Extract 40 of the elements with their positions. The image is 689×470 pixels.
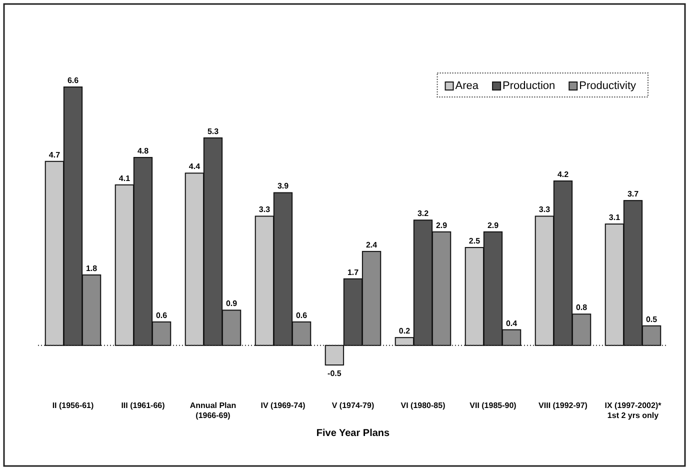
x-tick-label: VI (1980-85) — [400, 401, 446, 410]
data-label: 4.7 — [48, 150, 61, 160]
data-label: 2.5 — [468, 236, 481, 246]
data-label: 4.4 — [188, 162, 201, 172]
data-label: 1.8 — [86, 264, 98, 273]
data-label: 3.1 — [608, 213, 621, 222]
data-label: 0.8 — [576, 303, 588, 312]
x-tick-label: II (1956-61) — [52, 401, 94, 410]
x-tick-label: IX (1997-2002)* 1st 2 yrs only — [604, 401, 662, 420]
data-label: 0.6 — [296, 310, 308, 320]
data-label: 2.4 — [366, 240, 378, 250]
data-label: 2.9 — [436, 220, 448, 230]
data-label: 3.3 — [538, 205, 551, 214]
data-label: 0.9 — [226, 299, 238, 308]
data-label: 0.4 — [506, 318, 518, 328]
data-label: 4.1 — [118, 174, 131, 183]
x-tick-label: III (1961-66) — [121, 401, 166, 410]
legend-label: Production — [502, 80, 556, 92]
data-label: 0.5 — [646, 314, 658, 324]
x-tick-label: IV (1969-74) — [260, 401, 306, 410]
legend-label: Productivity — [579, 80, 636, 92]
data-label: 3.9 — [277, 182, 290, 191]
data-label: 0.6 — [156, 310, 168, 320]
x-axis-title: Five Year Plans — [316, 428, 390, 439]
x-tick-label: VII (1985-90) — [470, 401, 517, 410]
data-label: 6.6 — [67, 76, 80, 85]
data-label: 3.7 — [627, 190, 640, 199]
x-tick-label: V (1974-79) — [332, 401, 374, 410]
x-tick-label: Annual Plan (1966-69) — [190, 401, 236, 420]
legend-label: Area — [455, 80, 480, 92]
data-label: 3.2 — [417, 209, 430, 218]
data-label: 4.8 — [137, 146, 150, 156]
x-tick-label: VIII (1992-97) — [538, 401, 588, 410]
data-label: 3.3 — [258, 205, 271, 214]
data-label: 4.2 — [557, 170, 570, 179]
data-label: 1.7 — [347, 268, 360, 277]
data-label: -0.5 — [328, 369, 342, 378]
data-label: 0.2 — [398, 326, 411, 336]
data-label: 5.3 — [207, 126, 220, 136]
data-label: 2.9 — [487, 220, 500, 230]
